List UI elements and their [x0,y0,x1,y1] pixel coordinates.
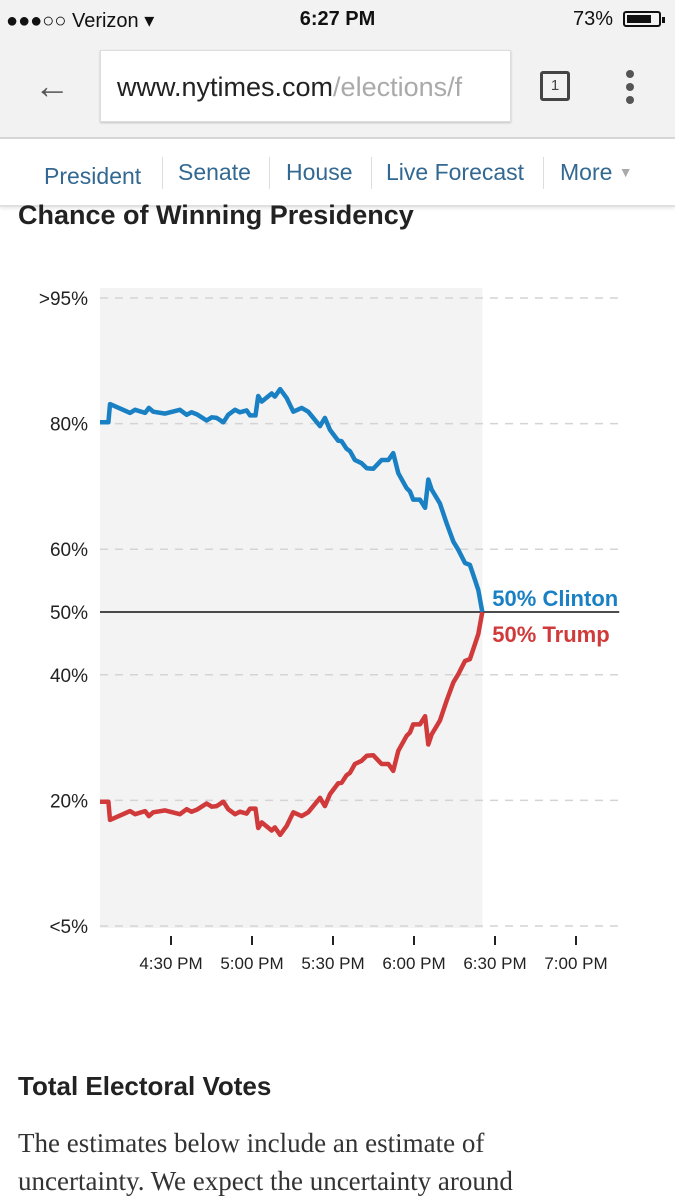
chart-title: Chance of Winning Presidency [18,200,414,230]
wifi-icon: ▾ [144,10,155,32]
tab-switcher-button[interactable]: 1 [540,71,570,101]
y-tick-label: 40% [50,666,88,687]
section-heading: Total Electoral Votes [18,1071,272,1101]
x-tick-label: 5:30 PM [301,954,364,973]
paragraph-line: uncertainty. We expect the uncertainty a… [18,1166,513,1196]
clinton-end-label: 50% Clinton [492,586,618,611]
clinton-line [100,386,485,613]
url-path: /elections/f [333,72,463,102]
nav-senate[interactable]: Senate [178,159,251,185]
clock: 6:27 PM [299,8,376,30]
nav-more-label: More [560,159,613,185]
trump-line [100,611,485,838]
x-tick-label: 7:00 PM [544,954,607,973]
elapsed-shade [99,288,483,928]
back-arrow-icon[interactable]: ← [34,65,70,106]
nav-live-forecast[interactable]: Live Forecast [386,159,525,185]
chevron-down-icon: ▼ [618,164,633,180]
y-tick-label: 50% [50,603,88,624]
battery-icon [623,11,665,27]
section-paragraph: The estimates below include an estimate … [18,1124,668,1200]
signal-icon: ●●●○○ [6,10,67,32]
trump-end-label: 50% Trump [492,622,609,647]
nav-house[interactable]: House [286,159,353,185]
url-host: www.nytimes.com [117,72,334,102]
x-tick-label: 6:00 PM [382,954,445,973]
nav-president[interactable]: President [44,163,142,189]
overflow-menu-icon[interactable] [626,70,638,109]
y-tick-label: 60% [50,540,88,561]
y-tick-label: 20% [50,791,88,812]
carrier-name: Verizon [71,10,139,32]
carrier: ●●●○○ Verizon ▾ [6,8,154,33]
nav-more[interactable]: More ▼ [560,159,633,186]
y-tick-label: >95% [39,289,88,310]
x-tick-label: 6:30 PM [463,954,526,973]
battery-percent: 73% [572,8,613,30]
x-tick-label: 4:30 PM [139,954,202,973]
status-bar: ●●●○○ Verizon ▾ 6:27 PM 73% [0,0,675,38]
section-nav: President Senate House Live Forecast Mor… [0,139,675,207]
url-bar[interactable]: www.nytimes.com/elections/f [100,50,511,122]
chart: >95% 80% 60% 50% 40% 20% <5% 4:30 PM 5:00 PM 5:3… [39,288,620,973]
x-tick-label: 5:00 PM [220,954,283,973]
y-tick-label: <5% [49,917,88,938]
y-tick-label: 80% [50,415,88,436]
paragraph-line: The estimates below include an estimate … [18,1128,485,1158]
